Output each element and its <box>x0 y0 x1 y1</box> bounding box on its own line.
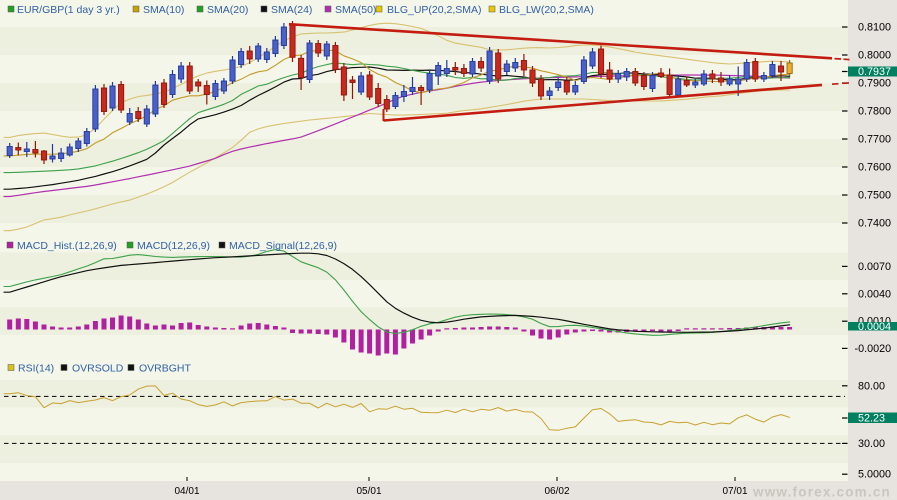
svg-text:0.0040: 0.0040 <box>858 288 891 300</box>
svg-text:SMA(24): SMA(24) <box>271 4 312 16</box>
svg-text:04/01: 04/01 <box>174 486 199 497</box>
svg-text:0.7400: 0.7400 <box>858 218 891 230</box>
svg-text:0.0004: 0.0004 <box>858 321 891 333</box>
svg-text:OVRBGHT: OVRBGHT <box>139 363 192 375</box>
svg-text:OVRSOLD: OVRSOLD <box>72 363 124 375</box>
svg-text:SMA(50): SMA(50) <box>335 4 376 16</box>
svg-text:-0.0020: -0.0020 <box>855 343 892 355</box>
svg-text:BLG_LW(20,2,SMA): BLG_LW(20,2,SMA) <box>499 4 594 16</box>
svg-text:05/01: 05/01 <box>356 486 381 497</box>
svg-text:0.7700: 0.7700 <box>858 134 891 146</box>
svg-text:5.0000: 5.0000 <box>858 469 891 481</box>
svg-text:SMA(20): SMA(20) <box>207 4 248 16</box>
svg-text:0.7600: 0.7600 <box>858 162 891 174</box>
svg-text:80.00: 80.00 <box>858 380 885 392</box>
svg-text:BLG_UP(20,2,SMA): BLG_UP(20,2,SMA) <box>387 4 482 16</box>
svg-text:0.8100: 0.8100 <box>858 22 891 34</box>
svg-text:SMA(10): SMA(10) <box>143 4 184 16</box>
svg-text:0.0070: 0.0070 <box>858 261 891 273</box>
svg-text:30.00: 30.00 <box>858 438 885 450</box>
svg-text:0.7500: 0.7500 <box>858 190 891 202</box>
svg-text:0.7937: 0.7937 <box>858 66 891 78</box>
svg-text:0.7800: 0.7800 <box>858 106 891 118</box>
svg-text:0.7900: 0.7900 <box>858 78 891 90</box>
svg-text:52.23: 52.23 <box>858 412 885 424</box>
svg-text:06/02: 06/02 <box>544 486 569 497</box>
svg-text:RSI(14): RSI(14) <box>18 363 54 375</box>
svg-text:MACD_Hist.(12,26,9): MACD_Hist.(12,26,9) <box>17 240 117 252</box>
svg-text:07/01: 07/01 <box>722 486 747 497</box>
svg-text:MACD(12,26,9): MACD(12,26,9) <box>137 240 210 252</box>
svg-text:MACD_Signal(12,26,9): MACD_Signal(12,26,9) <box>229 240 337 252</box>
svg-text:0.8000: 0.8000 <box>858 50 891 62</box>
svg-text:www.forex.com.cn: www.forex.com.cn <box>752 485 891 500</box>
svg-text:EUR/GBP(1 day 3 yr.): EUR/GBP(1 day 3 yr.) <box>17 4 120 16</box>
